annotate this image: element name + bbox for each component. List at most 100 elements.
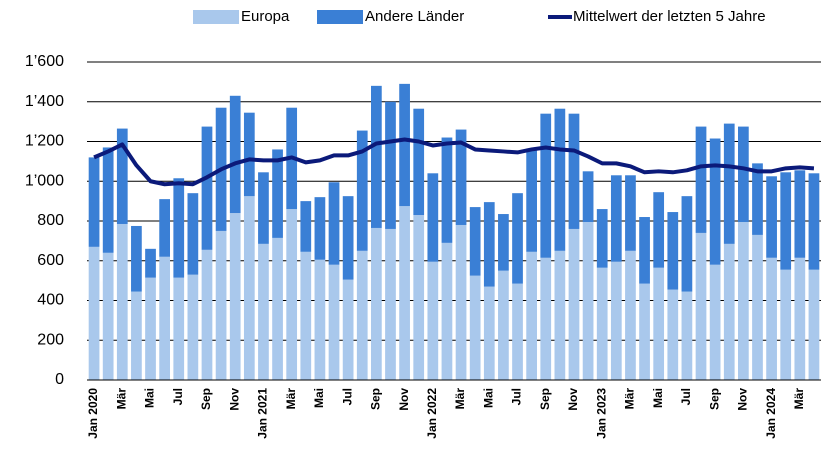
bar-segment bbox=[187, 274, 199, 380]
bar-segment bbox=[526, 148, 537, 252]
bar-segment bbox=[610, 175, 622, 262]
x-tick-label: Mär bbox=[623, 388, 637, 410]
bar-segment bbox=[469, 275, 481, 380]
line-series bbox=[93, 137, 815, 187]
bar-segment bbox=[625, 250, 636, 380]
x-tick-label: Jan 2020 bbox=[86, 388, 100, 439]
bar-segment bbox=[498, 270, 509, 380]
x-tick-label: Nov bbox=[566, 388, 580, 411]
y-tick-label: 1’400 bbox=[25, 93, 64, 110]
bar-segment bbox=[356, 250, 368, 380]
bar-segment bbox=[413, 108, 425, 216]
bar-segment bbox=[596, 209, 608, 268]
bar-segment bbox=[385, 101, 396, 229]
x-tick-label: Mär bbox=[284, 388, 298, 410]
bar-segment bbox=[441, 137, 453, 243]
x-tick-label: Mär bbox=[453, 388, 467, 410]
bar-segment bbox=[610, 261, 622, 380]
bar-segment bbox=[695, 126, 707, 233]
x-tick-label: Sep bbox=[707, 388, 721, 410]
bar-segment bbox=[568, 113, 580, 229]
bar-segment bbox=[483, 202, 495, 287]
bar-segment bbox=[342, 196, 354, 280]
bar-segment bbox=[808, 269, 820, 380]
bar-segment bbox=[371, 85, 382, 228]
bar-segment bbox=[709, 138, 721, 265]
bar-segment bbox=[300, 201, 312, 252]
bar-segment bbox=[356, 130, 368, 251]
x-tick-label: Jul bbox=[679, 388, 693, 405]
bar-segment bbox=[371, 227, 382, 380]
bar-segment bbox=[342, 279, 354, 380]
bar-segment bbox=[116, 223, 128, 380]
bar-segment bbox=[709, 264, 721, 380]
bar-segment bbox=[314, 259, 326, 380]
legend-swatch bbox=[193, 10, 239, 24]
bar-segment bbox=[808, 173, 820, 270]
bar-segment bbox=[243, 196, 255, 380]
bar-segment bbox=[681, 196, 693, 292]
bar-segment bbox=[554, 250, 566, 380]
bar-segment bbox=[88, 246, 100, 380]
bar-segment bbox=[88, 157, 100, 247]
bar-segment bbox=[229, 213, 241, 380]
x-tick-label: Jul bbox=[510, 388, 524, 405]
bar-segment bbox=[780, 269, 792, 380]
bar-segment bbox=[582, 221, 594, 380]
bar-segment bbox=[145, 277, 156, 380]
x-tick-label: Jan 2022 bbox=[425, 388, 439, 439]
bar-segment bbox=[582, 171, 594, 222]
bar-segment bbox=[441, 242, 453, 380]
x-tick-label: Jul bbox=[340, 388, 354, 405]
bar-segment bbox=[187, 193, 199, 275]
bar-segment bbox=[243, 112, 255, 197]
legend-label: Europa bbox=[241, 8, 290, 25]
bar-segment bbox=[639, 283, 650, 380]
bar-segment bbox=[215, 230, 227, 380]
legend-label: Andere Länder bbox=[365, 8, 464, 25]
bar-segment bbox=[695, 232, 707, 380]
x-tick-label: Mär bbox=[792, 388, 806, 410]
x-tick-label: Jan 2021 bbox=[256, 388, 270, 439]
x-tick-label: Mai bbox=[481, 388, 495, 408]
bar-segment bbox=[766, 257, 777, 380]
bar-segment bbox=[328, 264, 340, 380]
y-tick-label: 800 bbox=[37, 212, 64, 229]
bar-segment bbox=[455, 224, 467, 380]
bar-segment bbox=[568, 228, 580, 380]
x-tick-label: Jan 2024 bbox=[764, 388, 778, 439]
bar-segment bbox=[540, 113, 552, 258]
x-tick-label: Mär bbox=[114, 388, 128, 410]
bar-segment bbox=[385, 228, 396, 380]
bar-segment bbox=[116, 128, 128, 224]
bar-segment bbox=[413, 215, 425, 380]
bar-segment bbox=[639, 217, 650, 284]
bar-segment bbox=[131, 291, 142, 380]
bar-segment bbox=[159, 199, 170, 257]
bar-segment bbox=[681, 291, 693, 380]
x-tick-label: Jan 2023 bbox=[594, 388, 608, 439]
bar-segment bbox=[272, 237, 283, 380]
x-tick-label: Nov bbox=[397, 388, 411, 411]
y-tick-label: 1’600 bbox=[25, 53, 64, 70]
bar-segment bbox=[653, 192, 665, 268]
bar-segment bbox=[258, 243, 269, 380]
bar-segment bbox=[102, 252, 114, 380]
bar-segment bbox=[526, 251, 537, 380]
bar-segment bbox=[258, 172, 269, 244]
bar-segment bbox=[625, 175, 636, 251]
y-tick-label: 1’200 bbox=[25, 133, 64, 150]
bar-segment bbox=[780, 172, 792, 270]
bar-segment bbox=[469, 207, 481, 276]
bar-segment bbox=[596, 267, 608, 380]
x-tick-label: Sep bbox=[199, 388, 213, 410]
bar-segment bbox=[173, 178, 185, 278]
bar-segment bbox=[752, 163, 763, 235]
bar-segment bbox=[300, 251, 312, 380]
bar-segment bbox=[201, 249, 213, 380]
legend-label: Mittelwert der letzten 5 Jahre bbox=[573, 8, 766, 25]
bar-segment bbox=[399, 206, 410, 380]
bar-segment bbox=[512, 193, 523, 284]
bar-segment bbox=[173, 277, 185, 380]
